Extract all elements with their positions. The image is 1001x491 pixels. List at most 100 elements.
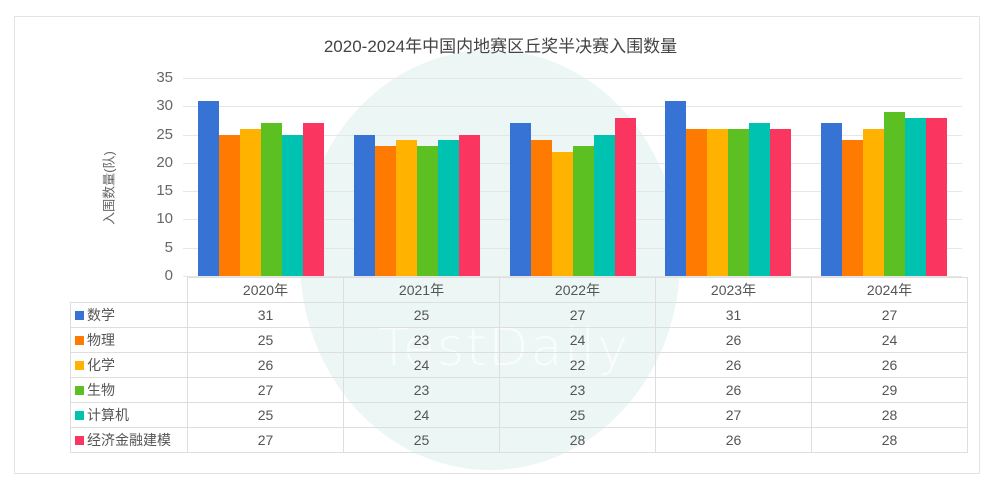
value-cell: 27: [811, 302, 968, 328]
bar-4-3: [884, 111, 906, 276]
legend-swatch-icon: [75, 386, 84, 395]
gridline: [183, 134, 962, 136]
legend-swatch-icon: [75, 311, 84, 320]
value-cell: 26: [811, 352, 968, 378]
table-row: 计算机 25 24 25 27 28: [70, 402, 968, 428]
value-cell: 27: [187, 377, 344, 403]
value-cell: 27: [499, 302, 656, 328]
bar-4-0: [821, 123, 843, 276]
column-header: 2024年: [811, 277, 968, 303]
bar-2-1: [530, 140, 552, 276]
value-cell: 24: [811, 327, 968, 353]
table-row: 生物 27 23 23 26 29: [70, 377, 968, 403]
value-cell: 27: [187, 427, 344, 453]
column-header: 2022年: [499, 277, 656, 303]
value-cell: 22: [499, 352, 656, 378]
bar-0-1: [219, 134, 240, 276]
value-cell: 26: [655, 352, 812, 378]
value-cell: 26: [655, 327, 812, 353]
series-name: 数学: [87, 307, 115, 323]
legend-swatch-icon: [75, 336, 84, 345]
series-label-cell: 物理: [70, 327, 188, 353]
series-name: 化学: [87, 357, 115, 373]
bar-0-5: [303, 123, 324, 276]
table-row: 物理 25 23 24 26 24: [70, 327, 968, 353]
bar-4-5: [926, 117, 948, 276]
bar-1-5: [458, 134, 480, 276]
y-tick-label: 25: [156, 125, 173, 143]
y-tick-label: 15: [156, 182, 173, 200]
value-cell: 27: [655, 402, 812, 428]
column-header: 2023年: [655, 277, 812, 303]
value-cell: 26: [655, 377, 812, 403]
gridline: [183, 78, 962, 79]
legend-swatch-icon: [75, 411, 84, 420]
y-tick-label: 30: [156, 97, 173, 115]
value-cell: 23: [499, 377, 656, 403]
table-row: 化学 26 24 22 26 26: [70, 352, 968, 378]
table-row: 数学 31 25 27 31 27: [70, 302, 968, 328]
y-tick-label: 20: [156, 153, 173, 171]
column-header: 2020年: [187, 277, 344, 303]
value-cell: 24: [343, 352, 500, 378]
value-cell: 28: [499, 427, 656, 453]
series-label-cell: 生物: [70, 377, 188, 403]
bar-1-1: [374, 145, 396, 276]
series-label-cell: 数学: [70, 302, 188, 328]
value-cell: 23: [343, 327, 500, 353]
y-tick-label: 0: [164, 267, 173, 284]
value-cell: 23: [343, 377, 500, 403]
y-tick-label: 10: [156, 210, 173, 228]
gridline: [183, 276, 962, 277]
bar-3-3: [728, 128, 750, 276]
bar-1-3: [416, 145, 438, 276]
legend-swatch-icon: [75, 436, 84, 445]
value-cell: 29: [811, 377, 968, 403]
gridline: [183, 106, 962, 108]
value-cell: 25: [343, 302, 500, 328]
bar-0-4: [282, 134, 303, 276]
series-name: 经济金融建模: [87, 432, 171, 448]
value-cell: 25: [187, 402, 344, 428]
series-label-cell: 化学: [70, 352, 188, 378]
table-corner: [70, 277, 188, 303]
value-cell: 28: [811, 402, 968, 428]
bar-3-0: [665, 100, 687, 276]
bar-1-2: [395, 140, 417, 276]
value-cell: 24: [343, 402, 500, 428]
column-header: 2021年: [343, 277, 500, 303]
value-cell: 31: [187, 302, 344, 328]
value-cell: 31: [655, 302, 812, 328]
bar-3-2: [707, 128, 729, 276]
data-table: 2020年 2021年 2022年 2023年 2024年 数学 31 25 27 31…: [70, 277, 968, 453]
bar-3-1: [686, 128, 708, 276]
table-row: 经济金融建模 27 25 28 26 28: [70, 427, 968, 453]
series-name: 生物: [87, 382, 115, 398]
legend-swatch-icon: [75, 361, 84, 370]
bar-4-4: [905, 117, 927, 276]
y-axis-label: 入围数量(队): [101, 151, 117, 225]
y-tick-label: 5: [164, 238, 173, 256]
series-label-cell: 经济金融建模: [70, 427, 188, 453]
bar-0-3: [261, 123, 282, 276]
series-label-cell: 计算机: [70, 402, 188, 428]
chart-title: 2020-2024年中国内地赛区丘奖半决赛入围数量: [323, 37, 678, 56]
value-cell: 25: [343, 427, 500, 453]
bar-2-2: [551, 151, 573, 276]
value-cell: 25: [187, 327, 344, 353]
bar-4-2: [863, 128, 885, 276]
value-cell: 25: [499, 402, 656, 428]
value-cell: 24: [499, 327, 656, 353]
bar-0-2: [240, 128, 261, 276]
series-name: 物理: [87, 332, 115, 348]
value-cell: 26: [187, 352, 344, 378]
bar-3-5: [770, 128, 792, 276]
value-cell: 28: [811, 427, 968, 453]
bar-1-0: [353, 134, 375, 276]
series-name: 计算机: [87, 407, 129, 423]
y-tick-label: 35: [156, 69, 173, 86]
bar-2-0: [509, 123, 531, 276]
bar-1-4: [437, 140, 459, 276]
bar-4-1: [842, 140, 864, 276]
bar-2-4: [593, 134, 615, 276]
